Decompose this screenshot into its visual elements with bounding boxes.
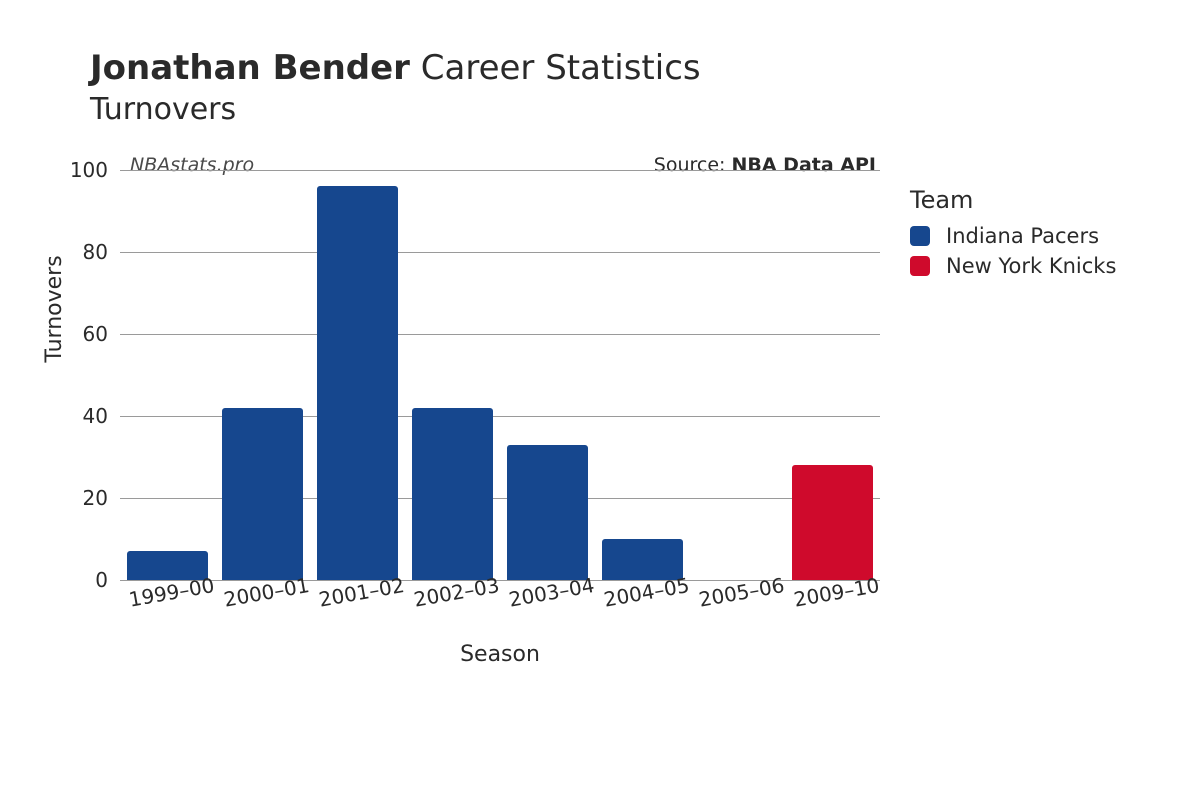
gridline: [120, 252, 880, 253]
ytick-label: 60: [83, 322, 108, 346]
bar: [317, 186, 398, 580]
title-suffix: Career Statistics: [421, 48, 701, 88]
legend-title: Team: [910, 186, 1116, 214]
bar: [412, 408, 493, 580]
bar: [602, 539, 683, 580]
player-name: Jonathan Bender: [90, 48, 410, 88]
ytick-label: 20: [83, 486, 108, 510]
legend-item: Indiana Pacers: [910, 224, 1116, 248]
legend-swatch: [910, 226, 930, 246]
bar: [792, 465, 873, 580]
gridline: [120, 170, 880, 171]
legend: Team Indiana Pacers New York Knicks: [910, 186, 1116, 284]
ytick-label: 0: [95, 568, 108, 592]
chart-title-block: Jonathan Bender Career Statistics Turnov…: [90, 48, 701, 127]
legend-swatch: [910, 256, 930, 276]
ytick-label: 80: [83, 240, 108, 264]
legend-label: Indiana Pacers: [946, 224, 1099, 248]
chart-title: Jonathan Bender Career Statistics: [90, 48, 701, 88]
y-axis-label: Turnovers: [42, 255, 67, 362]
legend-item: New York Knicks: [910, 254, 1116, 278]
ytick-label: 40: [83, 404, 108, 428]
plot-area: 0204060801001999–002000–012001–022002–03…: [120, 170, 880, 580]
gridline: [120, 334, 880, 335]
chart-subtitle: Turnovers: [90, 92, 701, 127]
ytick-label: 100: [70, 158, 108, 182]
x-axis-label: Season: [460, 642, 540, 667]
bar: [507, 445, 588, 580]
bar: [222, 408, 303, 580]
xtick-label: 2005–06: [697, 573, 786, 612]
legend-label: New York Knicks: [946, 254, 1116, 278]
